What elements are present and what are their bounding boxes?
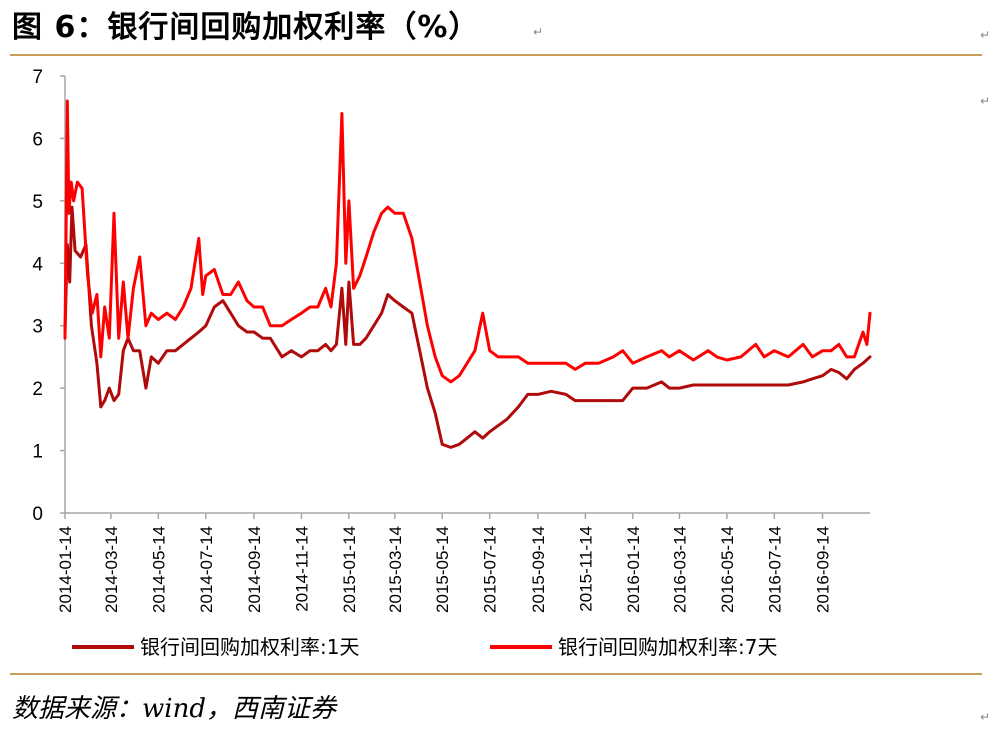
return-mark-icon: ↵ xyxy=(980,710,991,724)
axes xyxy=(64,76,870,514)
x-tick-label: 2016-05-14 xyxy=(718,526,737,613)
series-lines xyxy=(63,99,872,449)
series-line-7d xyxy=(63,99,872,384)
x-tick-label: 2015-07-14 xyxy=(481,526,500,613)
figure-title: 图 6：银行间回购加权利率（%） xyxy=(12,10,480,45)
y-tick-label: 5 xyxy=(32,192,43,213)
y-tick-label: 2 xyxy=(32,379,43,400)
legend: 银行间回购加权利率:1天 银行间回购加权利率:7天 xyxy=(72,635,777,659)
x-tick-label: 2014-01-14 xyxy=(56,526,75,613)
return-mark-icon: ↵ xyxy=(980,28,991,42)
y-tick-label: 3 xyxy=(32,317,43,338)
x-tick-label: 2015-01-14 xyxy=(340,526,359,613)
y-axis-ticks: 0 1 2 3 4 5 6 7 xyxy=(32,67,65,525)
return-mark-icon: ↵ xyxy=(533,25,544,39)
series-line-1d xyxy=(63,205,872,449)
x-tick-label: 2014-07-14 xyxy=(197,526,216,613)
x-tick-label: 2014-11-14 xyxy=(292,526,311,612)
x-tick-label: 2014-03-14 xyxy=(102,526,121,613)
y-tick-label: 7 xyxy=(32,67,43,88)
top-divider xyxy=(10,54,982,56)
x-tick-label: 2016-09-14 xyxy=(814,526,833,613)
x-tick-label: 2016-07-14 xyxy=(765,526,784,613)
x-axis-ticks: 2014-01-14 2014-03-14 2014-05-14 2014-07-14… xyxy=(56,513,833,613)
x-tick-label: 2014-09-14 xyxy=(245,526,264,613)
y-tick-label: 1 xyxy=(32,442,43,463)
x-tick-label: 2014-05-14 xyxy=(149,526,168,613)
y-tick-label: 6 xyxy=(32,129,43,150)
return-mark-icon: ↵ xyxy=(980,94,991,108)
x-tick-label: 2016-03-14 xyxy=(670,526,689,613)
data-source-note: 数据来源：wind，西南证券 xyxy=(12,694,336,724)
y-tick-label: 0 xyxy=(32,504,43,525)
x-tick-label: 2015-05-14 xyxy=(433,526,452,613)
x-tick-label: 2015-09-14 xyxy=(529,526,548,613)
y-tick-label: 4 xyxy=(32,254,43,275)
x-tick-label: 2015-03-14 xyxy=(386,526,405,613)
bottom-divider xyxy=(10,673,982,675)
x-tick-label: 2016-01-14 xyxy=(624,526,643,613)
x-tick-label: 2015-11-14 xyxy=(576,526,595,612)
legend-label: 银行间回购加权利率:7天 xyxy=(558,635,777,659)
legend-label: 银行间回购加权利率:1天 xyxy=(140,635,359,659)
